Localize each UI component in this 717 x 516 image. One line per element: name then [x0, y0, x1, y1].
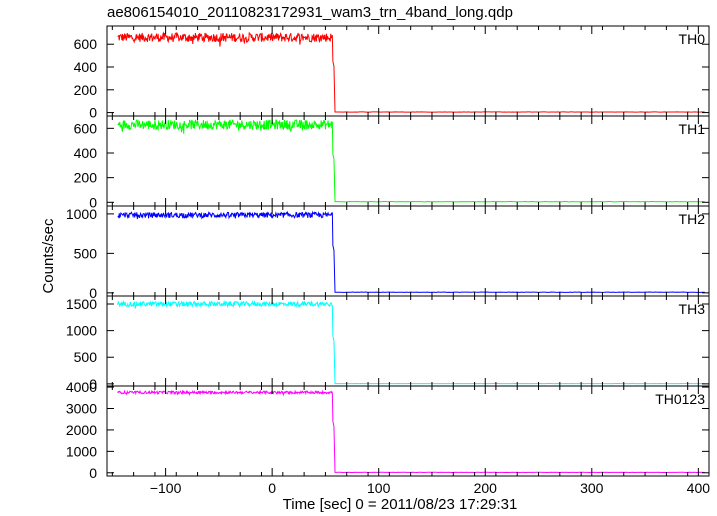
series-line-th3: [117, 299, 705, 385]
panel-frame-th3: [106, 295, 710, 387]
x-tick-label: 400: [687, 480, 711, 496]
panel-frame-th0123: [106, 385, 710, 477]
y-tick-label: 1000: [66, 443, 97, 459]
y-tick-label: 200: [74, 82, 98, 98]
y-tick-label: 1500: [66, 296, 97, 312]
y-tick-label: 0: [89, 376, 97, 392]
x-tick-label: 100: [367, 480, 391, 496]
y-tick-label: 1000: [66, 206, 97, 222]
panel-label-th0123: TH0123: [655, 391, 705, 407]
y-tick-label: 600: [74, 120, 98, 136]
y-tick-label: 4000: [66, 379, 97, 395]
y-tick-label: 0: [89, 105, 97, 121]
panel-label-th2: TH2: [679, 211, 706, 227]
series-line-th0123: [117, 389, 705, 473]
series-line-th1: [117, 118, 705, 203]
chart-title: ae806154010_20110823172931_wam3_trn_4ban…: [107, 4, 513, 21]
y-tick-label: 400: [74, 145, 98, 161]
y-tick-label: 500: [74, 349, 98, 365]
y-tick-label: 600: [74, 36, 98, 52]
panel-label-th1: TH1: [679, 121, 706, 137]
panel-frame-th1: [106, 115, 710, 207]
x-tick-label: 0: [268, 480, 276, 496]
y-tick-label: 2000: [66, 422, 97, 438]
y-tick-label: 400: [74, 59, 98, 75]
panel-label-th0: TH0: [679, 31, 706, 47]
y-tick-label: 0: [89, 194, 97, 210]
y-tick-label: 500: [74, 245, 98, 261]
x-tick-label: −100: [150, 480, 182, 496]
series-line-th2: [117, 210, 705, 293]
x-tick-label: 300: [580, 480, 604, 496]
panel-frame-th2: [106, 205, 710, 297]
y-tick-label: 0: [89, 285, 97, 301]
y-tick-label: 0: [89, 465, 97, 481]
y-tick-label: 200: [74, 170, 98, 186]
x-tick-label: 200: [474, 480, 498, 496]
panel-label-th3: TH3: [679, 301, 706, 317]
series-line-th0: [117, 31, 705, 113]
y-tick-label: 1000: [66, 323, 97, 339]
y-tick-label: 3000: [66, 401, 97, 417]
x-axis-label: Time [sec] 0 = 2011/08/23 17:29:31: [282, 496, 518, 513]
